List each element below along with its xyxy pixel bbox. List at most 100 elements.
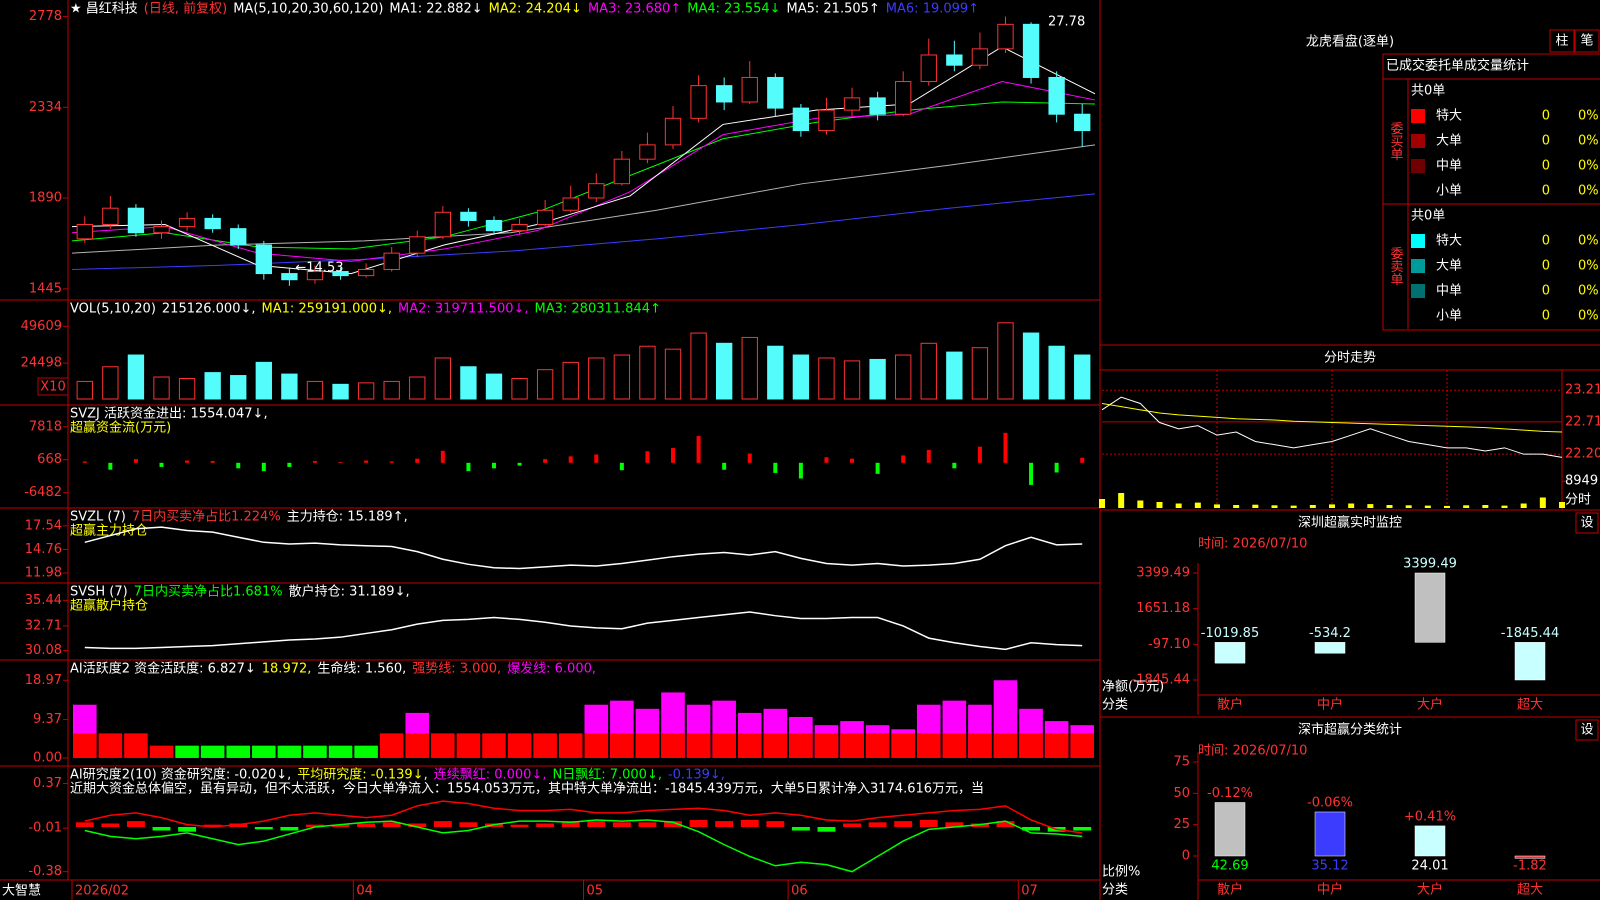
research-line <box>84 819 1083 873</box>
candle-body <box>409 236 426 254</box>
change-label: -0.12% <box>1207 786 1253 801</box>
header-text: -0.139↓, <box>668 768 725 783</box>
row-count: 0 <box>1542 309 1550 324</box>
flow-bar <box>133 459 138 463</box>
category-label: 散户 <box>1217 697 1243 713</box>
activity-bar <box>686 733 711 758</box>
row-count: 0 <box>1542 234 1550 249</box>
candle-body <box>690 85 707 119</box>
candle-body <box>588 183 605 199</box>
research-bar <box>178 827 197 832</box>
volume-bar <box>332 383 349 400</box>
header-text: MA3: 280311.844↑ <box>535 302 661 317</box>
button-label[interactable]: 设 <box>1580 516 1593 531</box>
button[interactable] <box>1549 29 1575 53</box>
high-label: 27.78 <box>1048 15 1085 30</box>
intraday-vol <box>1424 505 1431 508</box>
research-bar <box>433 821 452 827</box>
candle-body <box>102 207 119 226</box>
candle-body <box>178 217 196 228</box>
flow-bar <box>338 461 343 463</box>
flow-bar <box>415 458 420 463</box>
activity-bar <box>456 733 481 758</box>
flow-bar <box>568 456 573 463</box>
y-tick-label: 0 <box>1182 849 1190 864</box>
research-bar <box>894 821 913 827</box>
y-tick-label: 24498 <box>21 356 62 371</box>
volume-bar <box>1074 354 1091 400</box>
button-label[interactable]: 设 <box>1580 723 1593 738</box>
research-bar <box>331 824 350 827</box>
candle-body <box>383 252 400 270</box>
color-swatch <box>1411 234 1425 248</box>
holding-line <box>84 611 1083 651</box>
research-bar <box>715 821 734 827</box>
y-tick-label: 1651.18 <box>1136 601 1190 616</box>
activity-bar <box>1070 733 1094 758</box>
button-label[interactable]: 笔 <box>1580 33 1593 49</box>
flow-bar <box>671 448 676 463</box>
flow-bar <box>901 455 906 463</box>
row-count: 0 <box>1542 109 1550 124</box>
activity-bar <box>661 733 685 758</box>
header-text: 平均研究度: -0.139↓, <box>297 767 427 783</box>
value-label: -1845.44 <box>1501 626 1559 641</box>
date-label: 2026/02 <box>75 884 129 899</box>
category-bar <box>1514 642 1546 681</box>
button[interactable] <box>1574 29 1600 53</box>
header-text: MA1: 259191.000↓, <box>262 302 393 317</box>
value-label: -1.82 <box>1513 859 1547 874</box>
header-text: (日线, 前复权) <box>144 1 227 17</box>
activity-bar <box>431 733 455 758</box>
axis-label: 比例% <box>1102 865 1140 880</box>
candle-body <box>153 226 170 234</box>
y-tick-label: 75 <box>1173 755 1190 770</box>
intraday-vol <box>1386 505 1393 508</box>
candle-body <box>1074 113 1091 132</box>
y-tick-label: -97.10 <box>1148 637 1190 652</box>
volume-bar <box>281 373 298 400</box>
research-bar <box>740 819 759 827</box>
intraday-vol <box>1099 499 1105 508</box>
vol-label: 分时 <box>1565 493 1591 508</box>
category-bar <box>1214 642 1246 664</box>
candle-body <box>434 211 452 238</box>
header-text: AI研究度2(10) 资金研究度: -0.020↓, <box>70 767 291 783</box>
activity-bar <box>405 733 430 758</box>
volume-bar <box>153 376 170 400</box>
activity-bar <box>891 733 915 758</box>
research-bar <box>868 822 887 827</box>
volume-bar <box>997 322 1014 400</box>
y-tick-label: 11.98 <box>25 565 62 580</box>
flow-bar <box>1003 432 1008 463</box>
header-text: 7日内买卖净占比1.224% <box>132 509 281 525</box>
button[interactable] <box>1575 719 1599 741</box>
header-subtitle: 超赢主力持仓 <box>70 523 148 539</box>
candle-body <box>741 76 758 103</box>
category-bar <box>1514 855 1546 859</box>
candle-body <box>306 271 324 281</box>
flow-bar <box>261 462 266 472</box>
y-tick-label: 2334 <box>29 100 62 115</box>
candle-body <box>767 76 784 109</box>
button[interactable] <box>1575 512 1599 534</box>
volume-bar <box>818 357 835 400</box>
value-label: -1019.85 <box>1201 626 1259 641</box>
research-bar <box>101 823 120 827</box>
y-tick-label: 668 <box>37 452 62 467</box>
candle-body <box>946 54 963 66</box>
y-tick-label: 22.20 <box>1565 447 1600 462</box>
y-tick-label: 30.08 <box>25 643 62 658</box>
intraday-vol <box>1539 497 1546 508</box>
button-label[interactable]: 柱 <box>1555 34 1568 49</box>
research-bar <box>152 827 171 831</box>
research-bar <box>689 819 708 827</box>
candle-body <box>843 97 861 111</box>
candle-body <box>281 273 298 281</box>
row-pct: 0% <box>1578 284 1599 299</box>
research-bar <box>536 823 555 827</box>
color-swatch <box>1411 134 1425 148</box>
activity-bar <box>916 733 941 758</box>
intraday-vol <box>1118 493 1125 508</box>
header-text: 生命线: 1.560, <box>317 661 406 677</box>
